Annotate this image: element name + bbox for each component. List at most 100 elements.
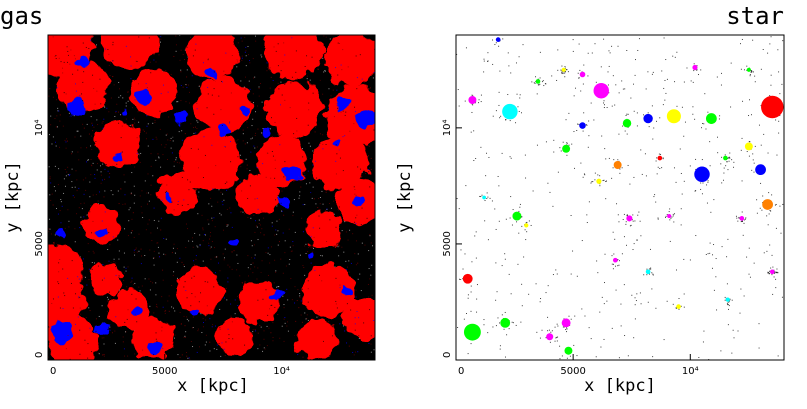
field-star [600, 346, 602, 348]
gas-speckle [56, 217, 58, 219]
gas-speckle [271, 150, 273, 152]
field-star [495, 299, 497, 301]
gas-particle [85, 189, 87, 191]
gas-speckle [160, 117, 162, 119]
gas-particle [189, 358, 191, 360]
gas-particle [355, 264, 357, 266]
gas-particle [240, 80, 242, 82]
gas-speckle [275, 50, 277, 52]
field-star [753, 262, 755, 264]
gas-speckle [270, 332, 272, 334]
field-star [758, 124, 760, 126]
gas-particle [269, 262, 271, 264]
gas-particle [353, 283, 355, 285]
field-star [547, 182, 549, 184]
field-star [458, 105, 460, 107]
gas-particle [216, 348, 218, 350]
stellar-halo [535, 79, 541, 84]
stellar-halo [564, 346, 573, 355]
gas-speckle [189, 108, 191, 110]
cold-gas-clump [97, 227, 107, 237]
gas-speckle [136, 137, 138, 139]
stellar-halo [761, 95, 784, 119]
field-star [523, 256, 525, 258]
gas-speckle [48, 95, 50, 97]
gas-particle [348, 271, 350, 273]
gas-particle [297, 289, 299, 291]
field-star [706, 184, 708, 186]
gas-speckle [360, 168, 362, 170]
gas-speckle [104, 168, 106, 170]
field-star [498, 104, 500, 106]
field-star [462, 268, 464, 270]
gas-particle [308, 246, 310, 248]
gas-speckle [57, 296, 59, 298]
gas-speckle [340, 188, 342, 190]
gas-speckle [108, 260, 110, 262]
field-star [740, 43, 742, 45]
gas-particle [101, 337, 103, 339]
gas-speckle [294, 349, 296, 351]
gas-particle [290, 278, 292, 280]
gas-speckle [262, 298, 264, 300]
gas-particle [141, 190, 143, 192]
field-star [611, 255, 613, 257]
star-y-axis-label: y [kpc] [395, 161, 415, 233]
gas-particle [257, 348, 259, 350]
field-star [665, 59, 667, 61]
gas-particle [125, 105, 127, 107]
gas-particle [171, 306, 173, 308]
gas-particle [156, 242, 158, 244]
gas-particle [263, 234, 265, 236]
gas-speckle [161, 155, 163, 157]
gas-particle [52, 136, 54, 138]
field-star [743, 295, 745, 297]
gas-speckle [312, 247, 314, 249]
gas-particle [324, 70, 326, 72]
field-star [489, 197, 491, 199]
gas-particle [57, 184, 59, 186]
field-star [584, 315, 586, 317]
field-star [559, 345, 561, 347]
gas-particle [315, 203, 317, 205]
field-star [776, 272, 778, 274]
gas-speckle [168, 282, 170, 284]
gas-particle [126, 286, 128, 288]
field-star [486, 192, 488, 194]
gas-particle [252, 118, 254, 120]
field-star [476, 311, 478, 313]
gas-particle [183, 266, 185, 268]
dense-gas-region [265, 81, 322, 138]
gas-particle [80, 147, 82, 149]
gas-speckle [326, 208, 328, 210]
gas-speckle [254, 220, 256, 222]
gas-particle [263, 217, 265, 219]
gas-particle [253, 102, 255, 104]
stellar-halo [482, 195, 486, 200]
gas-particle [357, 278, 359, 280]
gas-particle [124, 272, 126, 274]
gas-speckle [231, 321, 233, 323]
gas-speckle [247, 136, 249, 138]
gas-particle [114, 342, 116, 344]
gas-speckle [280, 70, 282, 72]
field-star [604, 104, 606, 106]
gas-speckle [318, 215, 320, 217]
field-star [603, 102, 605, 104]
gas-speckle [354, 221, 356, 223]
field-star [694, 118, 696, 120]
gas-speckle [86, 295, 88, 297]
gas-x-axis-label: x [kpc] [177, 376, 249, 396]
gas-speckle [90, 39, 92, 41]
gas-speckle [89, 310, 91, 312]
gas-particle [254, 134, 256, 136]
field-star [633, 110, 635, 112]
gas-speckle [155, 256, 157, 258]
gas-speckle [286, 288, 288, 290]
gas-particle [159, 128, 161, 130]
dense-gas-region [311, 134, 368, 191]
gas-speckle [355, 217, 357, 219]
field-star [603, 107, 605, 109]
field-star [674, 213, 676, 215]
gas-particle [268, 213, 270, 215]
